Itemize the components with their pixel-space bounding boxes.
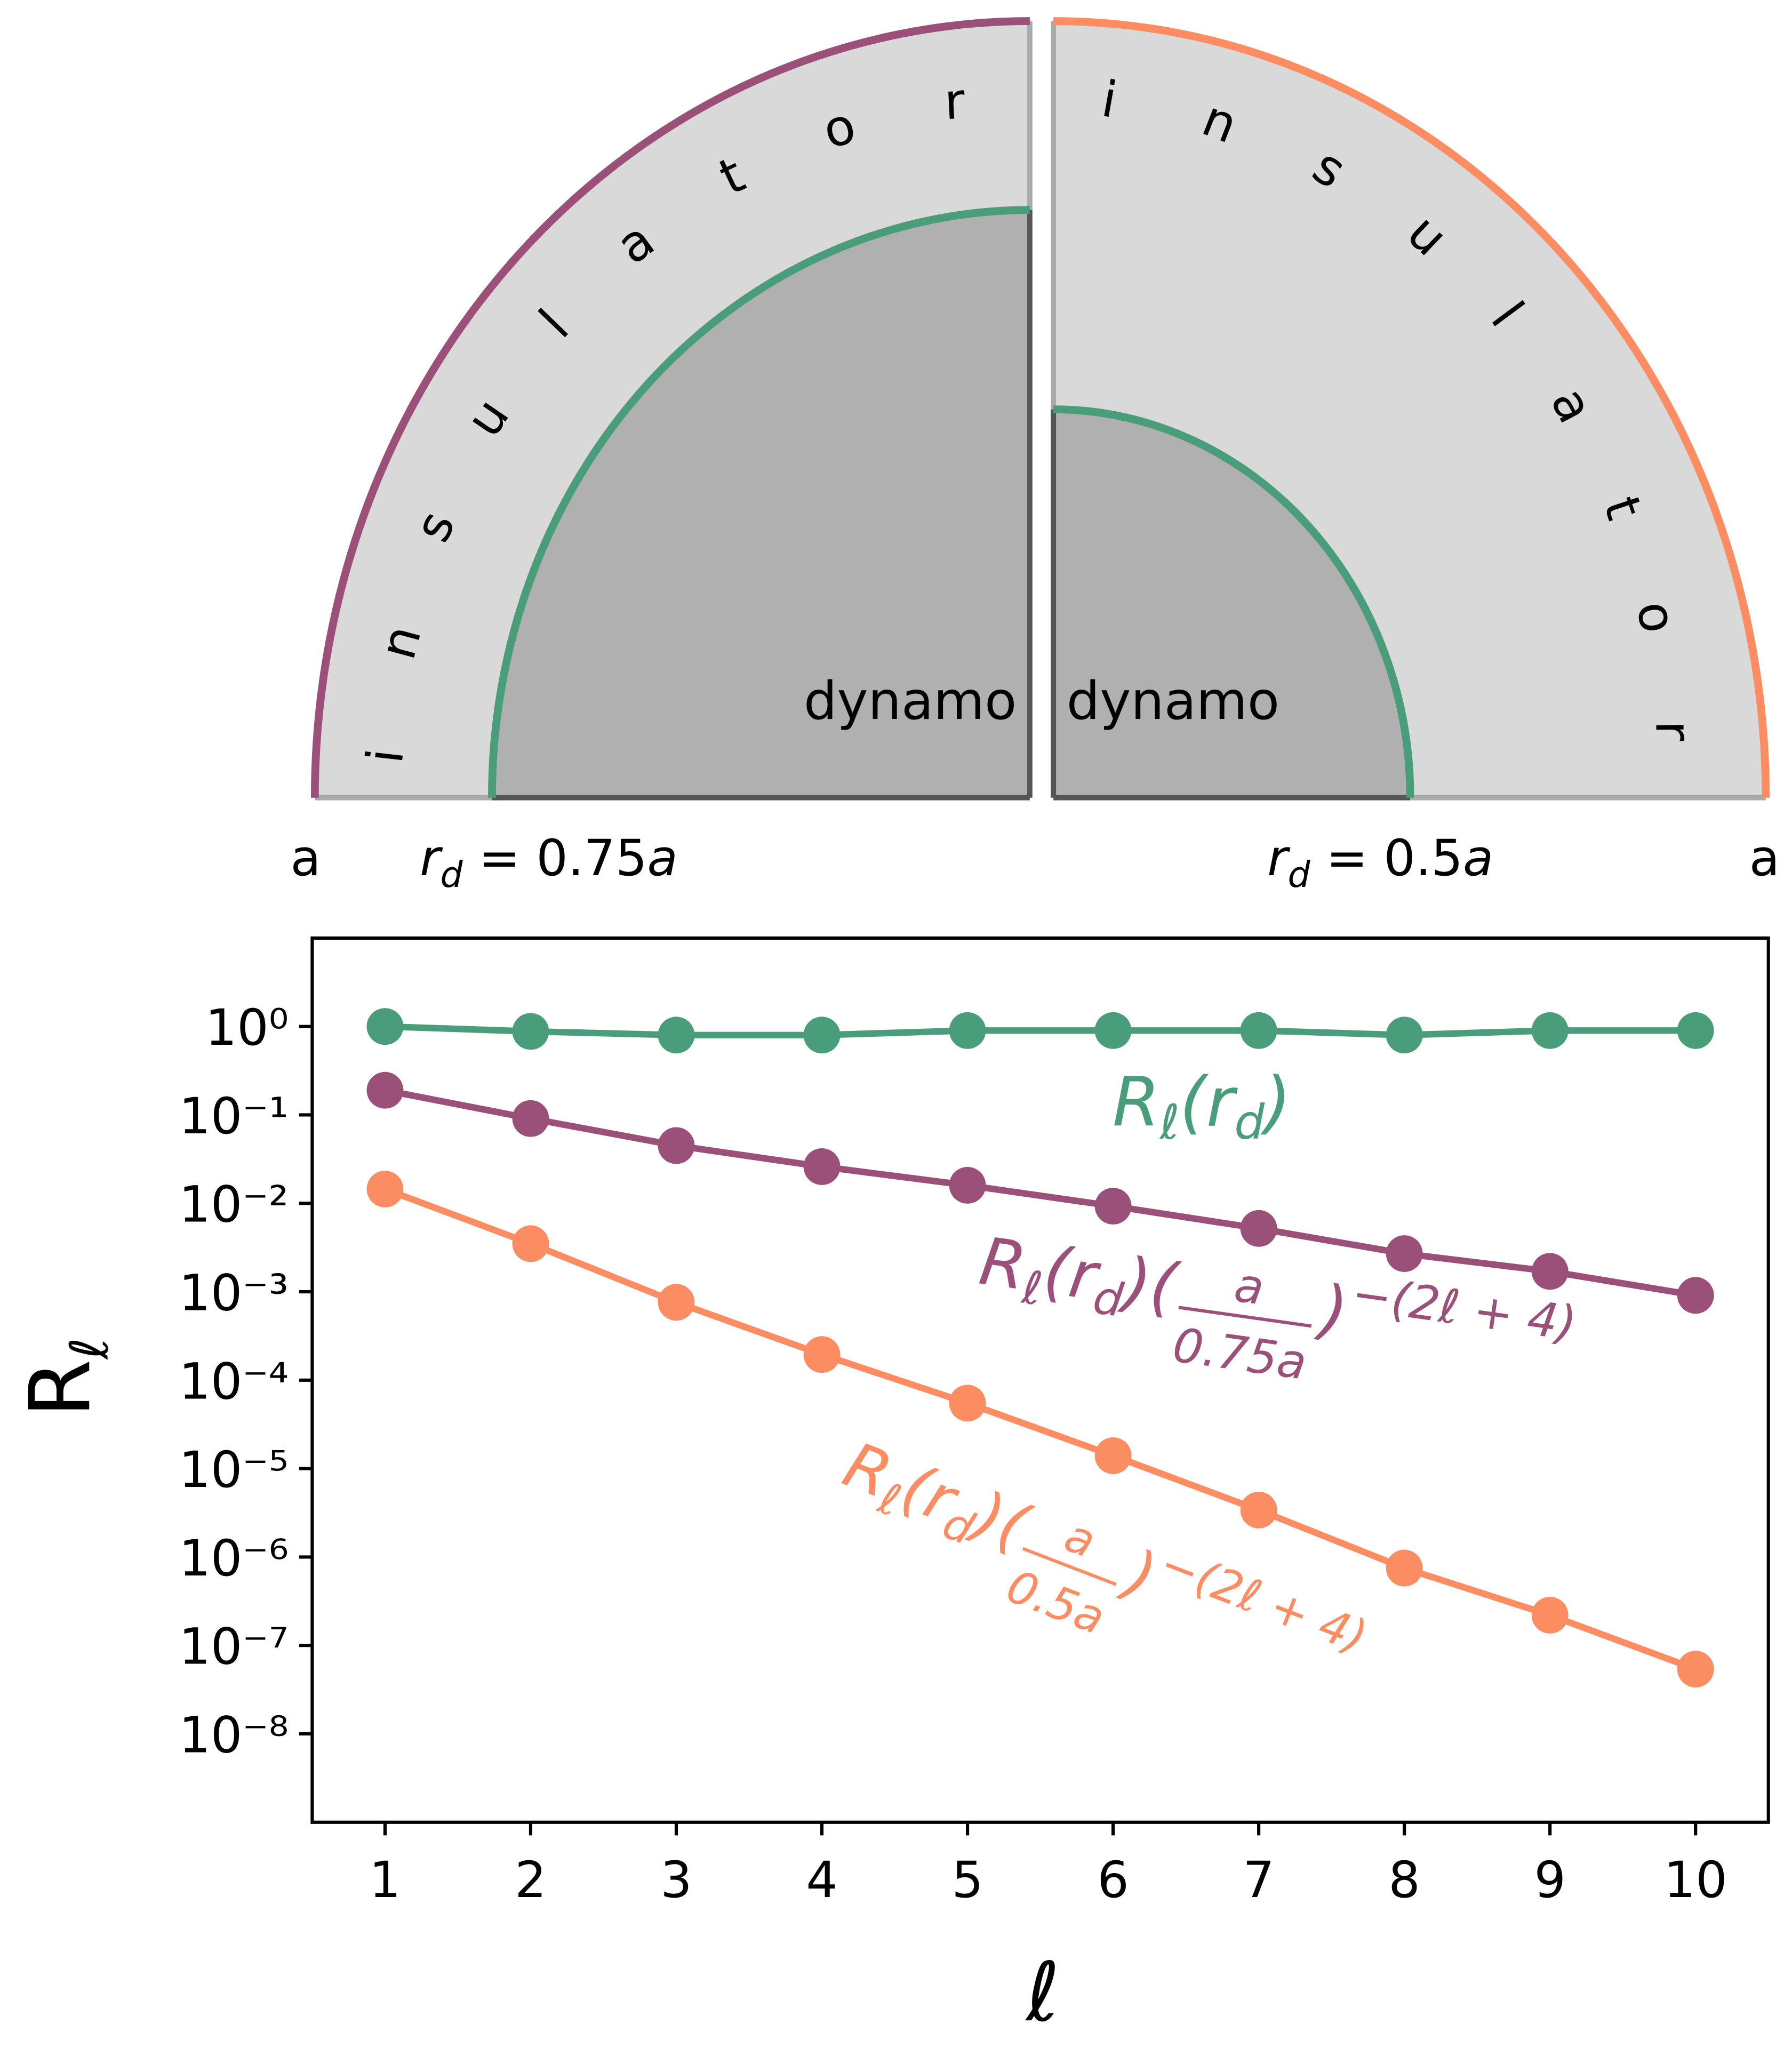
- annotation-part: ): [1312, 1271, 1352, 1350]
- data-point: [1386, 1235, 1423, 1272]
- data-point: [1240, 1491, 1277, 1529]
- y-tick-label: 10⁻⁵: [179, 1441, 289, 1499]
- series-line: [384, 1087, 1697, 1299]
- annotation-part: ℓ: [1159, 1095, 1180, 1150]
- x-tick-label: 10: [1664, 1851, 1727, 1909]
- data-point: [1531, 1012, 1569, 1049]
- x-tick-label: 4: [806, 1851, 837, 1909]
- data-point: [366, 1008, 404, 1045]
- x-tick-label: 6: [1097, 1851, 1129, 1909]
- annotation-part: 0.75a: [1170, 1317, 1310, 1390]
- annotation-part: a: [1231, 1257, 1267, 1316]
- data-point: [803, 1017, 841, 1054]
- radius-part: r: [420, 829, 443, 887]
- data-point: [1094, 1188, 1132, 1225]
- y-tick-label: 10⁻¹: [179, 1087, 289, 1146]
- annotation-part: ): [1260, 1063, 1291, 1142]
- data-point: [1531, 1253, 1569, 1290]
- data-point: [658, 1127, 695, 1164]
- dynamo-boundary: [1053, 405, 1414, 798]
- fraction-bar: [1022, 1547, 1117, 1586]
- radius-part: d: [441, 854, 463, 895]
- dynamo-label: dynamo: [1067, 671, 1279, 732]
- y-tick-label: 10⁻⁴: [179, 1353, 289, 1411]
- y-tick-label: 10⁰: [205, 999, 289, 1057]
- dynamo-region: [1053, 409, 1411, 798]
- y-tick-label: 10⁻⁸: [179, 1706, 289, 1764]
- data-point: [803, 1148, 841, 1185]
- annotation-text: Rℓ(rd)(: [831, 1428, 1040, 1573]
- radius-part: a: [1463, 829, 1493, 887]
- annotation-text: Rℓ(rd)(: [974, 1223, 1184, 1335]
- series-line: [385, 1023, 1696, 1038]
- annotation-part: d: [1234, 1095, 1265, 1150]
- annotation-part: (r: [1180, 1063, 1238, 1142]
- annotation-part: a: [1058, 1509, 1102, 1569]
- data-point: [803, 1336, 841, 1373]
- outer-boundary: [310, 17, 1030, 798]
- edge-label: a: [1749, 829, 1780, 887]
- annotation-part: 0.5a: [999, 1560, 1111, 1645]
- y-tick-label: 10⁻⁶: [179, 1530, 289, 1588]
- data-point: [366, 1071, 404, 1109]
- y-tick-label: 10⁻²: [179, 1176, 289, 1234]
- annotation-text: Rℓ(rd): [1113, 1063, 1291, 1151]
- x-tick-label: 5: [951, 1851, 983, 1909]
- radius-part: = 0.75: [463, 829, 647, 887]
- x-tick-label: 9: [1534, 1851, 1565, 1909]
- radius-part: r: [1267, 829, 1291, 887]
- data-point: [949, 1385, 986, 1422]
- radius-label: rd = 0.5a: [1267, 829, 1493, 895]
- radius-part: a: [647, 829, 677, 887]
- data-point: [512, 1225, 549, 1262]
- data-point: [658, 1017, 695, 1054]
- series-annotation: Rℓ(rd): [1113, 1063, 1291, 1151]
- dynamo-boundary: [488, 206, 1030, 798]
- data-point: [1240, 1210, 1277, 1247]
- series-line: [383, 1186, 1697, 1673]
- data-point: [949, 1166, 986, 1204]
- y-axis-label-part: R: [12, 1359, 109, 1418]
- annotation-part: R: [975, 1223, 1031, 1306]
- data-point: [1240, 1012, 1277, 1049]
- y-axis-label: Rℓ: [12, 1338, 120, 1418]
- x-axis-label: ℓ: [1025, 1945, 1060, 2039]
- y-axis-label-part: ℓ: [60, 1338, 121, 1361]
- data-point: [1531, 1596, 1569, 1634]
- y-tick-label: 10⁻⁷: [179, 1618, 289, 1676]
- dynamo-region: [492, 210, 1030, 798]
- data-point: [1677, 1651, 1714, 1687]
- fraction-bar: [1178, 1306, 1312, 1328]
- data-point: [1094, 1437, 1132, 1474]
- data-point: [1386, 1549, 1423, 1587]
- radius-part: = 0.5: [1310, 829, 1463, 887]
- annotation-part: R: [1113, 1063, 1160, 1142]
- data-point: [1094, 1012, 1132, 1049]
- annotation-part: −(2ℓ + 4): [1153, 1537, 1374, 1664]
- series-annotation: Rℓ(rd)(0.5aa)−(2ℓ + 4): [831, 1428, 1374, 1664]
- x-tick-label: 1: [369, 1851, 401, 1909]
- radius-part: d: [1288, 854, 1311, 895]
- data-point: [1677, 1277, 1714, 1314]
- x-tick-label: 7: [1243, 1851, 1274, 1909]
- x-tick-label: 3: [660, 1851, 692, 1909]
- edge-label: a: [290, 829, 321, 887]
- plot-frame: [310, 936, 1770, 1824]
- data-point: [512, 1100, 549, 1137]
- data-point: [512, 1013, 549, 1050]
- y-tick-label: 10⁻³: [179, 1264, 289, 1322]
- data-point: [366, 1171, 404, 1207]
- outer-boundary: [1053, 17, 1770, 798]
- data-point: [1386, 1017, 1423, 1054]
- data-point: [949, 1012, 986, 1049]
- data-point: [658, 1284, 695, 1321]
- x-tick-label: 8: [1388, 1851, 1420, 1909]
- data-point: [1677, 1012, 1714, 1049]
- radius-label: rd = 0.75a: [420, 829, 678, 895]
- x-tick-label: 2: [515, 1851, 546, 1909]
- dynamo-label: dynamo: [804, 671, 1017, 732]
